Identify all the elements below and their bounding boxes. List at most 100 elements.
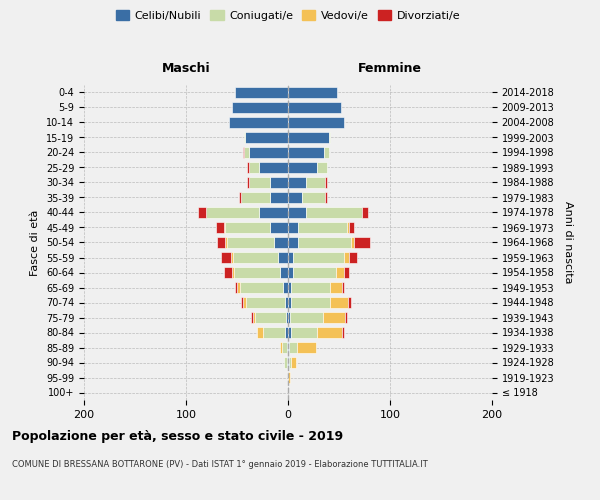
Bar — [240, 282, 283, 293]
Bar — [225, 222, 269, 233]
Legend: Celibi/Nubili, Coniugati/e, Vedovi/e, Divorziati/e: Celibi/Nubili, Coniugati/e, Vedovi/e, Di… — [112, 6, 464, 25]
Bar — [269, 192, 288, 203]
Bar — [291, 357, 296, 368]
Bar — [232, 102, 288, 113]
Bar — [245, 132, 288, 143]
Bar — [307, 177, 325, 188]
Bar — [274, 237, 288, 248]
Bar — [244, 147, 249, 158]
Bar — [235, 282, 237, 293]
Bar — [288, 327, 291, 338]
Bar — [289, 342, 297, 353]
Text: Femmine: Femmine — [358, 62, 422, 75]
Bar — [288, 252, 293, 263]
Bar — [288, 372, 290, 383]
Bar — [280, 267, 288, 278]
Bar — [330, 282, 342, 293]
Text: Maschi: Maschi — [161, 62, 211, 75]
Bar — [235, 87, 288, 98]
Bar — [298, 237, 351, 248]
Bar — [336, 267, 344, 278]
Bar — [215, 222, 224, 233]
Bar — [323, 312, 345, 323]
Bar — [329, 132, 330, 143]
Bar — [243, 147, 244, 158]
Bar — [287, 342, 288, 353]
Bar — [288, 87, 337, 98]
Bar — [288, 162, 317, 173]
Bar — [288, 207, 307, 218]
Bar — [285, 327, 288, 338]
Bar — [351, 237, 355, 248]
Bar — [289, 357, 291, 368]
Bar — [227, 237, 274, 248]
Text: Popolazione per età, sesso e stato civile - 2019: Popolazione per età, sesso e stato civil… — [12, 430, 343, 443]
Bar — [224, 222, 225, 233]
Bar — [293, 267, 336, 278]
Bar — [287, 357, 288, 368]
Bar — [221, 252, 231, 263]
Bar — [288, 132, 329, 143]
Bar — [249, 162, 259, 173]
Y-axis label: Fasce di età: Fasce di età — [31, 210, 40, 276]
Bar — [317, 162, 327, 173]
Bar — [288, 222, 298, 233]
Bar — [217, 237, 225, 248]
Bar — [324, 147, 329, 158]
Bar — [259, 162, 288, 173]
Bar — [249, 147, 288, 158]
Bar — [231, 252, 233, 263]
Bar — [307, 207, 362, 218]
Bar — [285, 297, 288, 308]
Bar — [291, 297, 330, 308]
Bar — [348, 297, 351, 308]
Bar — [288, 192, 302, 203]
Bar — [241, 192, 269, 203]
Bar — [249, 177, 269, 188]
Bar — [288, 297, 291, 308]
Bar — [288, 342, 289, 353]
Bar — [344, 252, 349, 263]
Bar — [355, 237, 370, 248]
Bar — [263, 327, 285, 338]
Bar — [237, 282, 240, 293]
Bar — [224, 267, 232, 278]
Bar — [325, 192, 327, 203]
Bar — [283, 282, 288, 293]
Bar — [229, 117, 288, 128]
Bar — [233, 252, 278, 263]
Bar — [288, 312, 290, 323]
Bar — [241, 297, 243, 308]
Bar — [280, 342, 282, 353]
Bar — [349, 222, 355, 233]
Bar — [288, 357, 289, 368]
Bar — [259, 207, 288, 218]
Bar — [239, 192, 241, 203]
Bar — [269, 177, 288, 188]
Bar — [282, 342, 287, 353]
Bar — [232, 267, 234, 278]
Bar — [342, 327, 344, 338]
Bar — [342, 282, 344, 293]
Bar — [288, 237, 298, 248]
Bar — [288, 177, 307, 188]
Y-axis label: Anni di nascita: Anni di nascita — [563, 201, 573, 284]
Bar — [288, 147, 324, 158]
Bar — [257, 327, 263, 338]
Bar — [247, 162, 249, 173]
Bar — [247, 177, 249, 188]
Bar — [288, 102, 341, 113]
Bar — [253, 312, 256, 323]
Bar — [288, 117, 344, 128]
Bar — [206, 207, 259, 218]
Bar — [284, 357, 287, 368]
Bar — [251, 312, 253, 323]
Bar — [243, 297, 246, 308]
Bar — [286, 312, 288, 323]
Bar — [344, 267, 349, 278]
Bar — [288, 282, 291, 293]
Bar — [330, 297, 348, 308]
Bar — [234, 267, 280, 278]
Bar — [256, 312, 286, 323]
Bar — [278, 252, 288, 263]
